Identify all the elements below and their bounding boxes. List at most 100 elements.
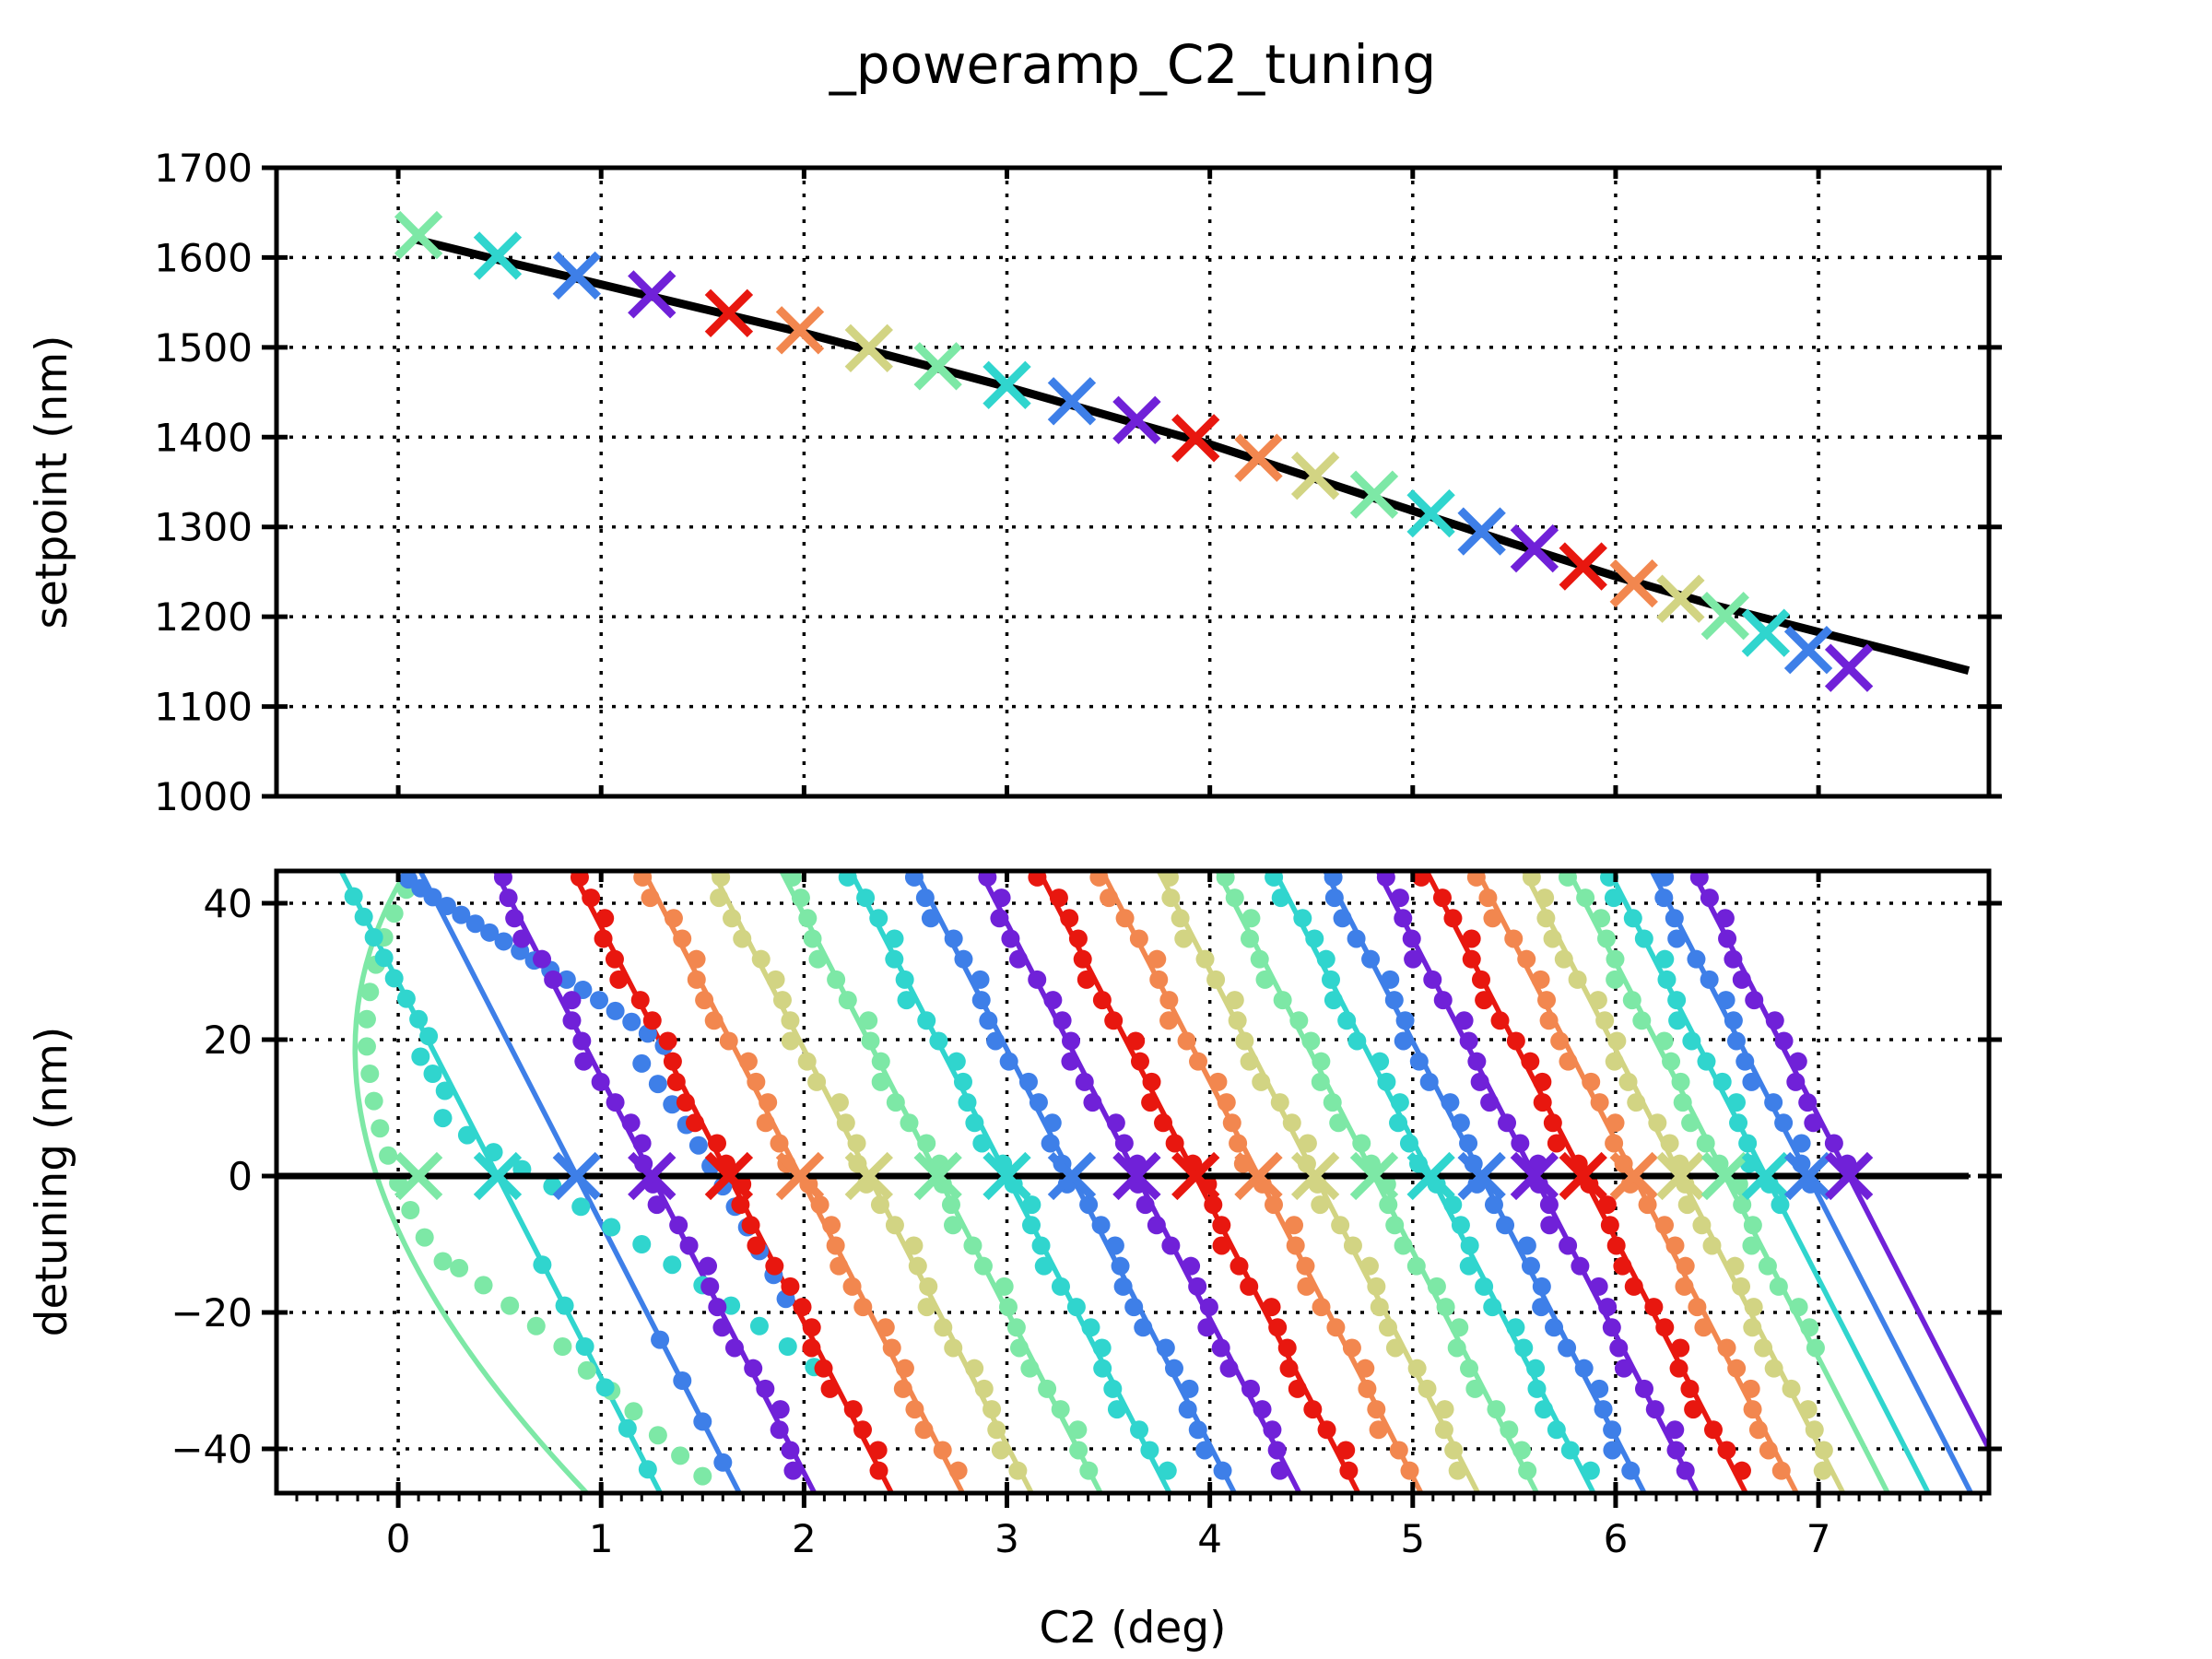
tick-label: 1 (589, 1516, 614, 1561)
data-dot (1077, 970, 1096, 989)
data-dot (917, 1011, 936, 1030)
data-dot (733, 929, 752, 948)
data-dot (904, 1236, 924, 1255)
data-dot (1682, 1031, 1701, 1051)
data-dot (856, 888, 876, 908)
data-dot (1337, 1011, 1357, 1030)
data-dot (1536, 909, 1556, 928)
data-dot (885, 949, 904, 969)
data-dot (893, 1379, 912, 1398)
data-dot (1389, 1113, 1408, 1133)
tick-label: 0 (228, 1154, 253, 1199)
x-marker (775, 306, 825, 355)
data-dot (781, 1011, 800, 1030)
data-dot (1376, 871, 1395, 887)
data-dot (917, 1134, 936, 1153)
x-marker (1824, 1151, 1874, 1201)
data-dot (544, 970, 563, 989)
data-dot (1539, 1195, 1559, 1215)
data-dot (1754, 1338, 1773, 1358)
data-dot (1188, 1277, 1207, 1296)
data-dot (364, 1091, 383, 1111)
data-dot (1441, 1093, 1460, 1112)
data-dot (1592, 909, 1611, 928)
data-dot (1700, 970, 1719, 989)
data-dot (1359, 1256, 1379, 1276)
data-dot (1634, 1379, 1653, 1398)
data-dot (978, 871, 997, 887)
data-dot (838, 991, 857, 1010)
data-dot (409, 1009, 429, 1029)
data-dot (1436, 1298, 1455, 1317)
data-dot (555, 1296, 574, 1315)
data-dot (1400, 1461, 1419, 1480)
data-dot (1225, 888, 1244, 908)
data-dot (1506, 1318, 1525, 1337)
data-dot (1370, 1298, 1389, 1317)
data-dot (1771, 1461, 1791, 1480)
data-dot (944, 1216, 963, 1235)
data-dot (822, 1216, 841, 1235)
data-dot (1680, 1379, 1700, 1398)
data-dot (1053, 1011, 1072, 1030)
data-dot (1717, 1441, 1736, 1460)
data-dot (1326, 1318, 1346, 1337)
data-dot (663, 1052, 682, 1071)
data-dot (1598, 1298, 1618, 1317)
data-dot (1369, 1420, 1388, 1440)
data-dot (944, 929, 963, 948)
data-dot (1240, 1052, 1259, 1071)
data-dot (1367, 1400, 1386, 1419)
data-dot (1613, 1256, 1632, 1276)
data-dot (836, 1113, 855, 1133)
data-dot (830, 1093, 849, 1112)
data-dot (994, 1277, 1014, 1296)
data-dot (1448, 1461, 1467, 1480)
data-dot (1068, 1420, 1088, 1440)
data-dot (741, 1216, 760, 1235)
data-dot (1358, 1379, 1377, 1398)
data-dot (1792, 1134, 1811, 1153)
data-dot (1724, 949, 1743, 969)
data-dot (663, 1095, 682, 1114)
data-dot (1589, 1277, 1608, 1296)
data-dot (687, 970, 706, 989)
data-dot (870, 1195, 889, 1215)
data-dot (905, 1400, 924, 1419)
data-dot (885, 929, 904, 948)
data-dot (1726, 1031, 1746, 1051)
bottom-frame (274, 868, 1992, 1496)
data-dot (1361, 949, 1381, 969)
data-dot (751, 949, 771, 969)
data-dot (433, 1109, 453, 1128)
data-dot (704, 1011, 724, 1030)
tick-label: 1200 (154, 594, 253, 640)
data-dot (1618, 1072, 1638, 1091)
x-marker (1406, 488, 1455, 538)
data-dot (1727, 1359, 1747, 1378)
data-dot (633, 871, 653, 887)
data-dot (1006, 1318, 1026, 1337)
data-dot (1700, 888, 1719, 908)
data-dot (838, 871, 857, 887)
data-dot (1668, 1011, 1688, 1030)
data-dot (1147, 949, 1167, 969)
data-dot (1774, 1031, 1794, 1051)
data-dot (1434, 1420, 1453, 1440)
data-dot (1178, 1400, 1197, 1419)
data-dot (1475, 991, 1494, 1010)
data-dot (594, 929, 613, 948)
data-dot (457, 1125, 477, 1145)
data-dot (648, 1075, 667, 1094)
data-dot (1379, 1195, 1398, 1215)
data-dot (526, 1316, 546, 1335)
data-dot (1043, 991, 1063, 1010)
data-dot (1066, 1298, 1086, 1317)
x-marker (982, 360, 1031, 409)
data-dot (1402, 929, 1421, 948)
data-dot (1798, 1400, 1818, 1419)
data-dot (1733, 1195, 1752, 1215)
tick-label: 7 (1806, 1516, 1831, 1561)
data-dot (602, 1218, 621, 1237)
detuning-dots (344, 871, 1857, 1486)
